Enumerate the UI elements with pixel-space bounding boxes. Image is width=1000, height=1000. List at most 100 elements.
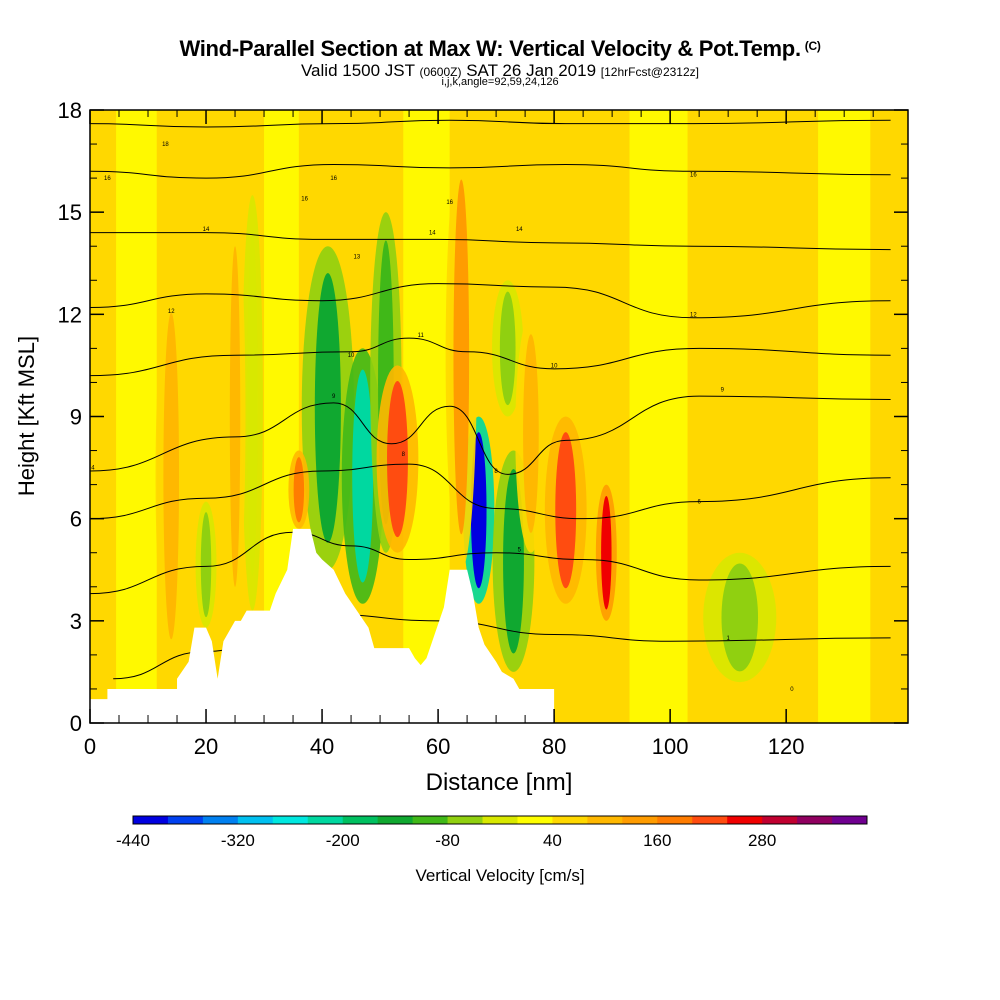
colorbar-swatch (412, 816, 449, 824)
w-cell (470, 432, 487, 589)
contour-label: 4 (91, 466, 95, 472)
colorbar-swatch (133, 816, 169, 824)
w-cell (387, 381, 408, 538)
colorbar-tick-label: 280 (748, 831, 776, 850)
x-tick-label: 60 (426, 734, 450, 759)
contour-label: 6 (697, 500, 701, 506)
x-axis-label: Distance [nm] (426, 769, 573, 796)
colorbar: -440 -320 -200 -80 40 160 280 (116, 815, 868, 850)
w-cell (503, 469, 524, 654)
contour-label: 16 (330, 176, 337, 182)
contour-label: 11 (418, 333, 425, 339)
colorbar-frame (132, 815, 868, 825)
contour-label: 8 (494, 469, 498, 475)
colorbar-tick-label: -440 (116, 831, 150, 850)
y-tick-label: 15 (58, 200, 82, 225)
colorbar-swatch (517, 816, 553, 824)
chart-title-text: Wind-Parallel Section at Max W: Vertical… (179, 36, 801, 61)
valid-zulu: (0600Z) (419, 65, 462, 79)
colorbar-swatch (482, 816, 518, 824)
chart-title: Wind-Parallel Section at Max W: Vertical… (0, 36, 1000, 62)
w-cell (163, 312, 180, 640)
x-tick-label: 120 (768, 734, 805, 759)
w-cell (293, 457, 305, 523)
contour-label: 16 (690, 173, 697, 179)
colorbar-swatch (272, 816, 309, 824)
isentrope-line (90, 119, 891, 128)
contour-label: 9 (332, 394, 336, 400)
contour-label: 14 (203, 227, 210, 233)
section-indices: i,j,k,angle=92,59,24,126 (441, 76, 559, 88)
contour-label: 12 (168, 309, 175, 315)
y-tick-label: 0 (70, 711, 82, 736)
x-tick-label: 0 (84, 734, 96, 759)
x-tick-label: 100 (652, 734, 689, 759)
vertical-velocity-field (155, 144, 777, 683)
contour-label: 8 (402, 452, 406, 458)
contour-label: 9 (721, 387, 725, 393)
isentrope-line (90, 163, 891, 179)
x-tick-label: 20 (194, 734, 218, 759)
colorbar-swatch (167, 816, 204, 824)
colorbar-label: Vertical Velocity [cm/s] (415, 866, 584, 885)
w-cell (229, 246, 241, 587)
contour-label: 16 (301, 197, 308, 203)
contour-label: 16 (104, 176, 111, 182)
contour-label: 12 (690, 312, 697, 318)
colorbar-swatch (832, 816, 868, 824)
colorbar-swatch (552, 816, 588, 824)
colorbar-swatch (202, 816, 239, 824)
isentrope-line (90, 232, 891, 251)
w-cell (247, 229, 258, 576)
colorbar-swatch (797, 816, 833, 824)
contour-label: 10 (348, 353, 355, 359)
valid-date: SAT 26 Jan 2019 (466, 61, 597, 80)
w-cell (499, 291, 516, 406)
field-band (116, 110, 157, 723)
w-cell (601, 495, 612, 610)
y-tick-label: 6 (70, 507, 82, 532)
isentrope-line (90, 337, 891, 377)
w-cell (523, 334, 539, 533)
contour-label: 13 (354, 254, 361, 260)
chart-subtitle: Valid 1500 JST (0600Z) SAT 26 Jan 2019 [… (0, 61, 1000, 81)
w-cell (352, 369, 374, 583)
contour-label: 1 (726, 636, 730, 642)
field-band (818, 110, 871, 723)
forecast-info: [12hrFcst@2312z] (600, 65, 699, 79)
colorbar-swatch (692, 816, 728, 824)
x-tick-label: 80 (542, 734, 566, 759)
colorbar-swatch (447, 816, 484, 824)
y-tick-label: 18 (58, 98, 82, 123)
colorbar-tick-label: -200 (326, 831, 360, 850)
w-cell (200, 512, 212, 618)
contour-label: 16 (446, 200, 453, 206)
valid-time: Valid 1500 JST (300, 61, 415, 80)
y-tick-label: 12 (58, 302, 82, 327)
contour-label: 14 (516, 227, 523, 233)
terrain-profile (90, 528, 555, 723)
colorbar-swatch (622, 816, 658, 824)
w-cell (721, 563, 759, 672)
colorbar-tick-label: 160 (643, 831, 671, 850)
contour-label: 14 (429, 231, 436, 237)
y-axis-label: Height [Kft MSL] (14, 336, 39, 496)
w-cell (314, 273, 341, 543)
isentrope-line (90, 283, 891, 319)
colorbar-swatch (237, 816, 274, 824)
isentrope-line (90, 531, 891, 595)
colorbar-swatch (587, 816, 623, 824)
contour-label: 0 (790, 687, 794, 693)
contour-label: 5 (518, 547, 522, 553)
y-tick-label: 3 (70, 609, 82, 634)
y-tick-label: 9 (70, 405, 82, 430)
isentrope-line (90, 463, 891, 520)
w-cell (555, 432, 577, 589)
colorbar-swatch (727, 816, 763, 824)
colorbar-swatch (342, 816, 379, 824)
field-band (629, 110, 688, 723)
copyright-mark: (C) (804, 39, 821, 53)
